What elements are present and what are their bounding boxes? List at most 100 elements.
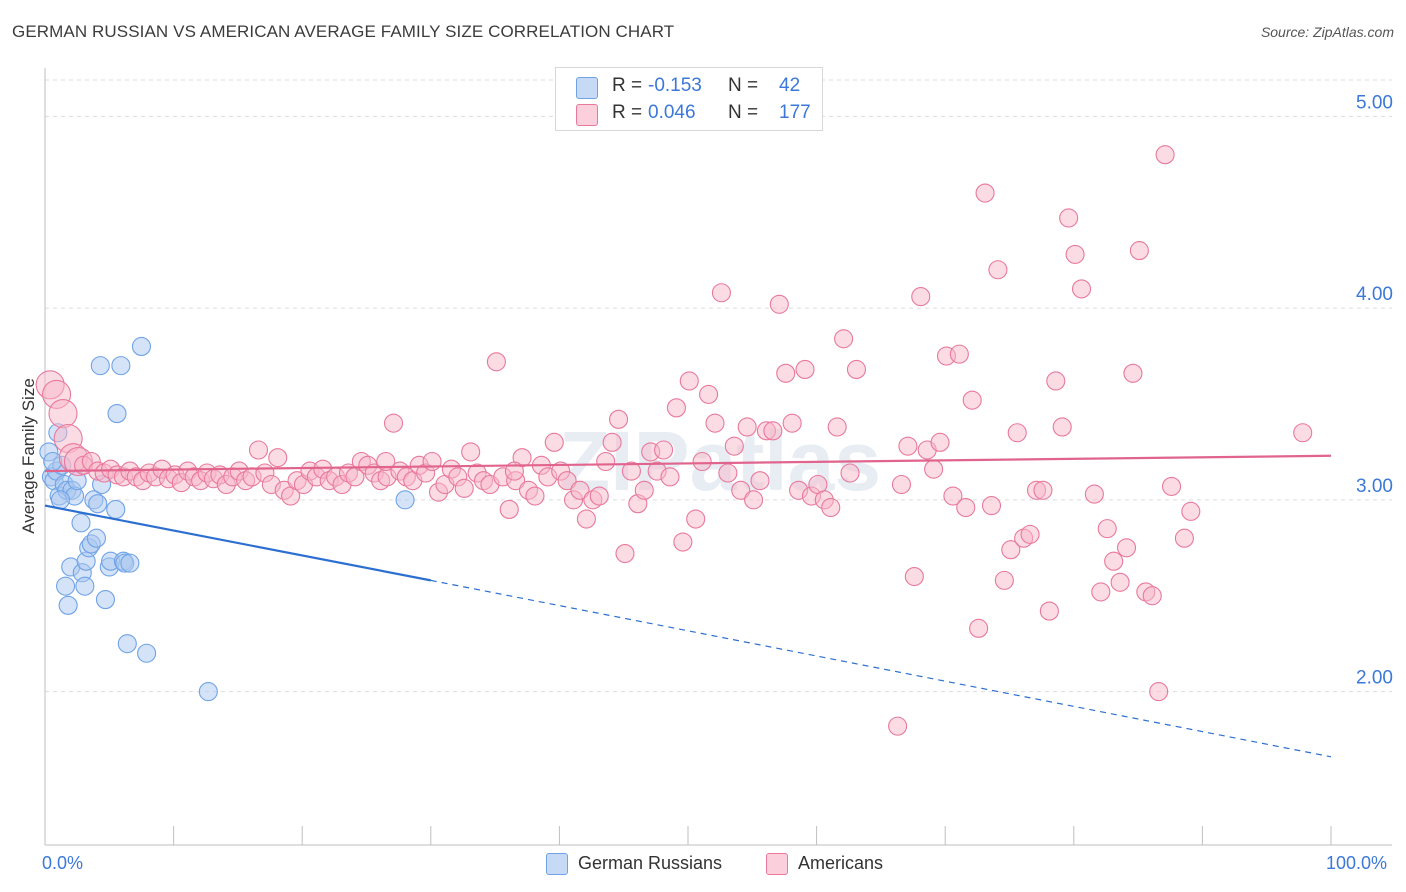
legend-r-value: -0.153 [648, 75, 702, 96]
data-point [395, 490, 415, 510]
data-point [88, 494, 108, 514]
data-point [654, 440, 674, 460]
gridlines [45, 79, 1392, 693]
data-point [975, 183, 995, 203]
data-point [737, 417, 757, 437]
data-point [117, 634, 137, 654]
x-axis-max-label: 100.0% [1326, 853, 1388, 873]
data-point [596, 451, 616, 472]
data-point [454, 478, 474, 498]
data-point [1001, 540, 1021, 560]
data-point [615, 543, 635, 564]
data-point [50, 490, 70, 510]
legend-n-value: 177 [779, 102, 811, 123]
data-point [705, 413, 725, 433]
data-point [834, 329, 854, 349]
data-point [634, 480, 654, 500]
data-point [904, 566, 924, 587]
bottom-legend-swatch-pink [766, 853, 788, 875]
legend-r-label: R = [612, 102, 643, 123]
y-tick-label: 3.00 [1356, 476, 1393, 497]
data-point [75, 576, 95, 596]
data-point [666, 398, 686, 418]
chart-source: Source: ZipAtlas.com [1260, 24, 1394, 40]
data-point [486, 352, 506, 372]
data-point [107, 404, 127, 424]
data-point [1033, 480, 1053, 500]
data-point [1052, 417, 1072, 437]
trend-line [44, 454, 1332, 473]
data-point [731, 480, 751, 500]
data-point [1161, 476, 1182, 496]
trend-lines [44, 454, 1332, 758]
data-point [71, 513, 91, 533]
data-point [699, 384, 719, 404]
data-point [1155, 145, 1175, 165]
data-point [268, 448, 288, 468]
bottom-legend-label: Americans [798, 853, 884, 873]
trend-line [44, 504, 432, 582]
data-point [602, 432, 622, 452]
data-point [891, 474, 912, 495]
data-point [846, 359, 867, 380]
data-point [198, 682, 218, 702]
data-point [1039, 601, 1059, 621]
data-point [137, 643, 157, 663]
data-point [1097, 519, 1117, 539]
data-point [1123, 363, 1143, 383]
legend-r-label: R = [612, 75, 643, 96]
data-point [924, 459, 944, 479]
data-point [744, 490, 764, 510]
data-point [1116, 538, 1137, 558]
data-point [1091, 582, 1111, 602]
data-point [949, 344, 969, 364]
data-point [962, 390, 982, 410]
data-point [1293, 423, 1313, 443]
data-point [1046, 371, 1066, 391]
legend-n-label: N = [728, 75, 759, 96]
data-point [111, 356, 131, 376]
data-point [795, 359, 815, 380]
trend-line-extrapolated [430, 579, 1332, 758]
bottom-legend-label: German Russians [578, 853, 723, 873]
data-point [769, 294, 789, 314]
chart-title: GERMAN RUSSIAN VS AMERICAN AVERAGE FAMIL… [12, 22, 675, 41]
data-point [570, 480, 590, 500]
data-point [106, 499, 126, 519]
data-point [821, 497, 841, 518]
y-tick-label: 2.00 [1356, 668, 1393, 689]
data-point [988, 260, 1008, 280]
legend-n-value: 42 [779, 75, 801, 96]
data-point [544, 432, 564, 452]
y-tick-label: 4.00 [1356, 284, 1393, 305]
data-point [1181, 501, 1201, 521]
data-point [1104, 551, 1124, 571]
data-point [589, 486, 609, 506]
data-point [679, 371, 699, 391]
data-point [782, 413, 802, 433]
data-point [499, 499, 519, 519]
data-point [692, 451, 712, 472]
data-point [930, 432, 950, 452]
data-point [686, 509, 706, 529]
data-point [1174, 528, 1194, 548]
stats-legend: R = -0.153 N = 42 R = 0.046 N = 177 [555, 67, 823, 131]
legend-r-value: 0.046 [648, 102, 696, 123]
data-point [609, 409, 629, 429]
data-point [840, 463, 860, 483]
data-point [56, 576, 76, 596]
data-point [673, 532, 693, 552]
bottom-legend-swatch-blue [546, 853, 568, 875]
y-tick-label: 5.00 [1356, 92, 1393, 113]
data-point [724, 436, 744, 456]
data-point [120, 553, 140, 573]
data-point [763, 421, 783, 441]
data-point [943, 486, 963, 506]
data-point [248, 440, 269, 460]
data-point [956, 497, 976, 518]
data-point [525, 486, 545, 506]
legend-swatch-blue [576, 77, 598, 99]
data-point [711, 283, 731, 303]
data-point [888, 716, 908, 736]
